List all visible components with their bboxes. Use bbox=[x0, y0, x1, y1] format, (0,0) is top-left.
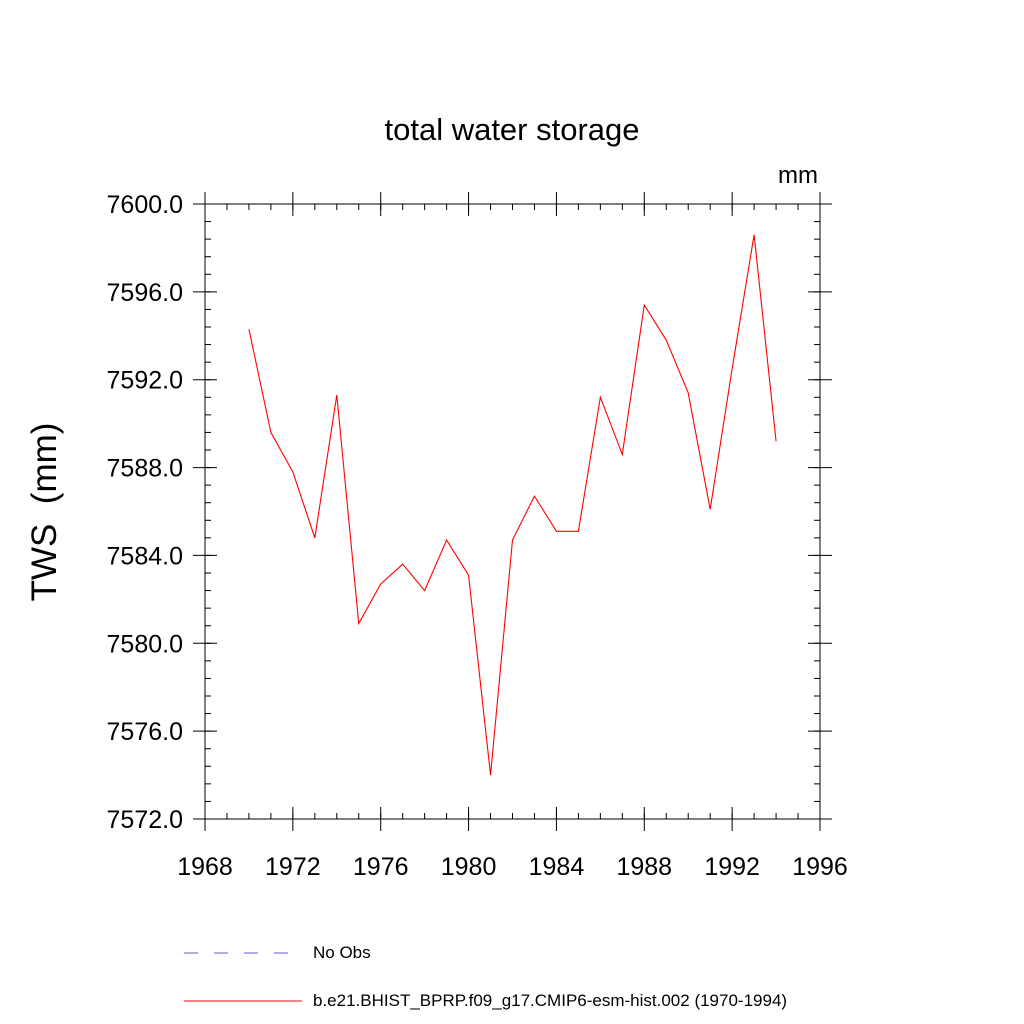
data-point bbox=[732, 368, 733, 369]
data-point bbox=[666, 340, 667, 341]
data-point bbox=[380, 583, 381, 584]
data-point bbox=[248, 329, 249, 330]
data-point bbox=[644, 305, 645, 306]
y-tick-label: 7584.0 bbox=[107, 542, 183, 570]
data-point bbox=[600, 397, 601, 398]
data-point bbox=[512, 540, 513, 541]
data-point bbox=[270, 432, 271, 433]
y-tick-label: 7580.0 bbox=[107, 630, 183, 658]
data-point bbox=[754, 234, 755, 235]
data-point bbox=[622, 454, 623, 455]
plot-frame bbox=[204, 203, 821, 820]
legend-swatch-no-obs bbox=[184, 943, 294, 963]
x-tick-label: 1976 bbox=[353, 853, 409, 881]
data-point bbox=[402, 564, 403, 565]
data-point bbox=[776, 441, 777, 442]
data-point bbox=[468, 575, 469, 576]
legend-swatch-model bbox=[184, 991, 302, 1011]
y-tick-label: 7592.0 bbox=[107, 367, 183, 395]
chart-title: total water storage bbox=[384, 112, 640, 147]
units-label: mm bbox=[778, 162, 818, 189]
y-tick-label: 7576.0 bbox=[107, 718, 183, 746]
x-tick-label: 1968 bbox=[177, 853, 233, 881]
y-tick-label: 7588.0 bbox=[107, 455, 183, 483]
data-point bbox=[314, 537, 315, 538]
data-point bbox=[490, 775, 491, 776]
data-point bbox=[424, 590, 425, 591]
data-point bbox=[688, 392, 689, 393]
data-point bbox=[446, 540, 447, 541]
y-tick-label: 7600.0 bbox=[107, 191, 183, 219]
x-tick-label: 1980 bbox=[441, 853, 497, 881]
legend-label-no-obs: No Obs bbox=[313, 943, 371, 962]
y-tick-label: 7596.0 bbox=[107, 279, 183, 307]
data-point bbox=[578, 531, 579, 532]
data-point bbox=[336, 395, 337, 396]
data-point bbox=[556, 531, 557, 532]
x-tick-label: 1992 bbox=[704, 853, 760, 881]
data-point bbox=[358, 623, 359, 624]
data-point bbox=[710, 509, 711, 510]
x-tick-label: 1996 bbox=[792, 853, 848, 881]
x-tick-label: 1972 bbox=[265, 853, 321, 881]
x-tick-label: 1988 bbox=[616, 853, 672, 881]
legend-label-model: b.e21.BHIST_BPRP.f09_g17.CMIP6-esm-hist.… bbox=[313, 991, 788, 1010]
data-point bbox=[292, 471, 293, 472]
y-tick-label: 7572.0 bbox=[107, 806, 183, 834]
series-line-1 bbox=[248, 234, 777, 776]
data-point bbox=[534, 496, 535, 497]
x-tick-label: 1984 bbox=[529, 853, 585, 881]
